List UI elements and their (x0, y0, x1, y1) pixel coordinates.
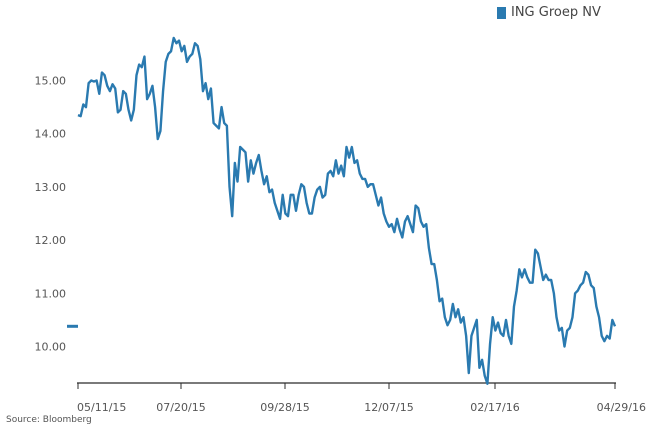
legend-swatch (497, 6, 506, 19)
x-axis-ticks: 05/11/15 07/20/15 09/28/15 12/07/15 02/17/16… (77, 383, 646, 414)
y-tick-label: 15.00 (35, 75, 67, 88)
x-tick-label: 02/17/16 (470, 401, 519, 414)
x-tick-label: 12/07/15 (364, 401, 413, 414)
x-tick-label: 04/29/16 (597, 401, 646, 414)
last-value-marker (67, 324, 78, 328)
series-layer (77, 36, 617, 385)
y-tick-label: 13.00 (35, 181, 67, 194)
y-tick-label: 12.00 (35, 234, 67, 247)
y-tick-label: 14.00 (35, 128, 67, 141)
y-tick-label: 10.00 (35, 341, 67, 354)
legend-label: ING Groep NV (511, 5, 601, 20)
source-note: Source: Bloomberg (6, 415, 92, 425)
x-tick-label: 05/11/15 (77, 401, 126, 414)
legend: ING Groep NV (497, 5, 601, 20)
series-line (77, 36, 617, 385)
y-axis-ticks: 10.00 11.00 12.00 13.00 14.00 15.00 (35, 75, 67, 354)
x-tick-label: 07/20/15 (156, 401, 205, 414)
y-tick-label: 11.00 (35, 287, 67, 300)
x-tick-label: 09/28/15 (260, 401, 309, 414)
